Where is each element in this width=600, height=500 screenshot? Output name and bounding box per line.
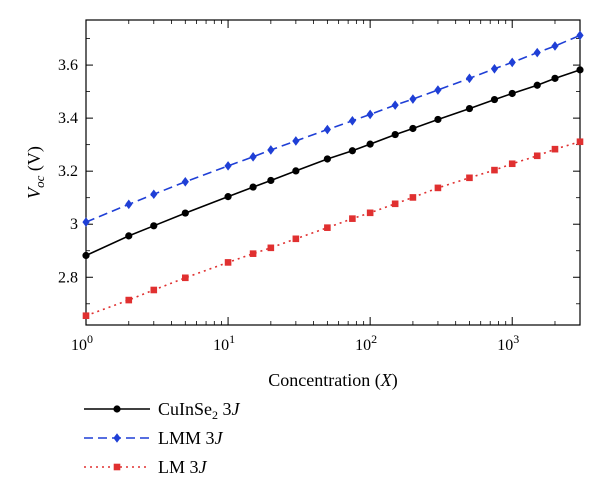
data-point: [249, 183, 257, 191]
data-point: [508, 57, 516, 68]
x-axis-label: Concentration (X): [268, 370, 397, 391]
data-point: [82, 251, 90, 260]
data-point: [150, 189, 158, 200]
data-point: [292, 136, 300, 146]
data-point: [224, 259, 232, 266]
x-tick-label: 101: [213, 332, 235, 354]
data-point: [323, 124, 331, 135]
data-point: [267, 145, 275, 155]
data-point: [224, 161, 232, 171]
data-point: [533, 152, 541, 160]
data-point: [576, 30, 584, 41]
data-point: [434, 85, 442, 95]
legend-label: LM 3J: [158, 457, 207, 477]
x-tick-label: 100: [71, 332, 93, 354]
series-line: [85, 34, 581, 223]
data-point: [391, 200, 399, 208]
data-point: [551, 145, 559, 153]
data-point: [551, 74, 559, 82]
series-line: [85, 140, 581, 317]
y-tick-label: 3: [70, 216, 78, 233]
data-point: [181, 209, 189, 217]
data-point: [366, 209, 374, 217]
data-point: [249, 250, 257, 257]
data-point: [366, 140, 374, 148]
data-point: [324, 224, 331, 231]
legend-swatch: [84, 463, 150, 471]
data-point: [409, 124, 417, 133]
data-point: [82, 312, 90, 320]
legend-marker: [113, 433, 121, 443]
y-tick-label: 3.6: [58, 57, 78, 74]
data-point: [434, 184, 442, 192]
y-tick-label: 3.4: [58, 110, 78, 127]
data-point: [508, 160, 516, 168]
data-point: [181, 176, 189, 187]
data-point: [125, 199, 133, 210]
y-tick-label: 3.2: [58, 163, 78, 180]
data-point: [533, 81, 541, 89]
data-point: [576, 66, 584, 74]
legend-marker: [113, 463, 121, 471]
data-point: [150, 222, 158, 230]
data-point: [465, 104, 474, 113]
legend-label: LMM 3J: [158, 428, 223, 448]
data-point: [182, 274, 189, 282]
data-point: [490, 64, 499, 74]
legend-marker: [113, 405, 121, 413]
y-tick-label: 2.8: [58, 269, 78, 286]
data-point: [366, 109, 374, 120]
data-point: [490, 95, 499, 104]
data-point: [249, 152, 257, 162]
data-point: [576, 138, 584, 146]
legend-swatch: [84, 405, 150, 413]
data-point: [466, 174, 473, 182]
data-point: [292, 235, 300, 243]
series-lmm: [82, 30, 584, 227]
series-line: [85, 69, 581, 257]
data-point: [533, 47, 541, 58]
data-point: [348, 147, 356, 155]
x-tick-label: 103: [497, 332, 519, 354]
data-point: [125, 296, 133, 304]
data-point: [551, 41, 559, 51]
data-point: [348, 115, 356, 126]
legend-label: CuInSe2 3J: [158, 399, 240, 422]
plot-frame: [85, 19, 581, 326]
data-point: [391, 100, 399, 110]
series-cuinse: [82, 66, 584, 260]
data-point: [465, 73, 474, 84]
data-point: [391, 130, 399, 139]
data-point: [224, 193, 232, 201]
data-point: [150, 286, 158, 294]
data-point: [267, 176, 275, 185]
data-point: [434, 115, 442, 124]
data-point: [409, 94, 417, 104]
data-point: [82, 217, 90, 227]
legend-swatch: [84, 433, 150, 443]
data-point: [491, 166, 498, 174]
data-point: [267, 244, 275, 252]
data-point: [323, 155, 331, 163]
data-point: [349, 215, 356, 222]
y-axis-label: Voc (V): [24, 146, 47, 199]
series-lm: [82, 138, 584, 320]
data-point: [409, 194, 417, 201]
data-point: [292, 167, 300, 175]
data-point: [125, 232, 133, 240]
data-point: [508, 89, 516, 98]
x-tick-label: 102: [355, 332, 377, 354]
